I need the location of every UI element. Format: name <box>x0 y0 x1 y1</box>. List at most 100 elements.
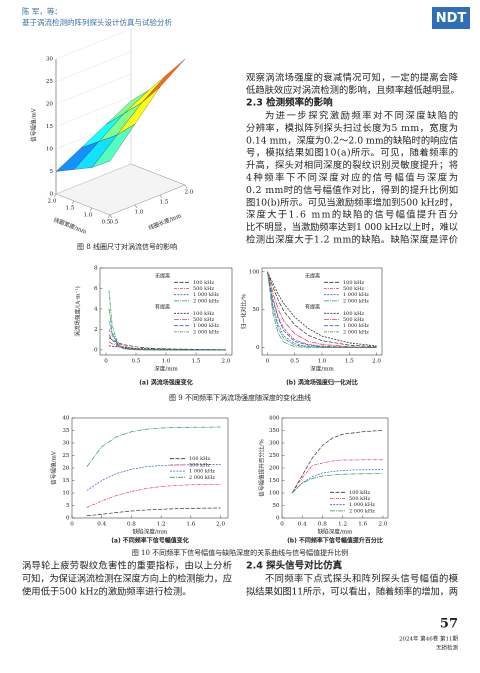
y-tick-label: 0.5 <box>110 220 119 226</box>
y-tick-label: 1.0 <box>135 210 144 216</box>
z-tick-label: 5 <box>49 169 53 175</box>
legend-label: 2 000 kHz <box>343 298 369 304</box>
legend-label: 2 000 kHz <box>349 508 375 514</box>
y-tick-label: 0 <box>66 516 70 522</box>
y-tick-label: 20 <box>62 466 70 472</box>
section-heading: 2.4 探头信号对比仿真 <box>246 560 343 572</box>
z-tick-label: 20 <box>46 102 54 108</box>
legend-label: 500 kHz <box>193 317 215 323</box>
text-line: 低趋肤效应对涡流检测的影响，且频率越低越明显。 <box>246 84 460 96</box>
y-tick-label: 350 <box>269 428 280 434</box>
x-tick-label: 0 <box>70 522 74 528</box>
tick-mark <box>71 200 75 205</box>
chart-subtitle: (b) 不同频率下信号幅值提升百分比 <box>287 537 383 545</box>
y-axis-label: 信号幅值提升百分比/% <box>258 439 266 497</box>
series-line <box>108 290 226 351</box>
x-tick-label: 1.0 <box>84 213 93 219</box>
y-tick-label: 2.0 <box>185 190 194 196</box>
series-line <box>267 271 377 348</box>
x-tick-label: 0 <box>280 522 284 528</box>
page-number: 57 <box>440 617 458 632</box>
x-tick-label: 0.8 <box>127 522 136 528</box>
y-tick-label: 250 <box>269 453 280 459</box>
grid-line <box>55 28 132 60</box>
section-heading: 2.3 检测频率的影响 <box>246 97 333 109</box>
chart-subtitle: (b) 涡流场强度归一化对比 <box>286 379 358 387</box>
y-tick-label: 25 <box>62 453 70 459</box>
legend-label: 100 kHz <box>343 280 365 286</box>
text-line: 号，模拟结果如图10(a)所示。可见，随着频率的 <box>246 147 458 159</box>
legend-label: 2 000 kHz <box>189 475 215 481</box>
y-tick-label: 1.5 <box>160 200 169 206</box>
x-tick-label: 0.5 <box>290 359 299 365</box>
tick-mark <box>53 193 57 198</box>
y-tick-label: 10 <box>62 491 70 497</box>
x-tick-label: 1.0 <box>318 359 327 365</box>
x-axis-label: 深度/mm <box>310 365 334 373</box>
x-tick-label: 0.5 <box>132 359 141 365</box>
y-tick-label: 400 <box>269 416 280 422</box>
text-line: 0.14 mm，深度为0.2～2.0 mm的缺陷时的响应信 <box>246 134 458 146</box>
x-axis-label: 缺陷深度/mm <box>133 528 169 536</box>
series-line <box>267 271 377 348</box>
y-tick-label: 35 <box>62 428 70 434</box>
text-line: 不同频率下点式探头和阵列探头信号幅值的模 <box>265 573 458 585</box>
y-axis-label: 涡流场强度/(A·m⁻¹) <box>74 286 82 337</box>
x-tick-label: 1.2 <box>157 522 166 528</box>
series-line <box>291 469 383 494</box>
legend-label: 100 kHz <box>193 280 215 286</box>
z-tick-label: 25 <box>46 79 54 85</box>
x-tick-label: 0.4 <box>97 522 106 528</box>
text-line: 升高，探头对相同深度的裂纹识别灵敏度提升；将 <box>246 159 458 171</box>
tick-mark <box>134 204 138 209</box>
x-tick-label: 1.6 <box>358 522 367 528</box>
chart-subtitle: (a) 涡流场强度变化 <box>139 379 193 387</box>
legend-group-title: 有提离 <box>305 304 320 311</box>
z-tick-label: 15 <box>46 124 54 130</box>
y-tick-label: 15 <box>62 478 70 484</box>
grid-line <box>55 51 132 82</box>
x-tick-label: 2.0 <box>222 359 231 365</box>
text-line: 为进一步探究激励频率对不同深度缺陷的 <box>265 110 458 122</box>
series-line <box>86 426 221 467</box>
y-tick-label: 30 <box>62 441 70 447</box>
legend-group-title: 无提离 <box>155 273 170 280</box>
x-tick-label: 0.8 <box>318 522 327 528</box>
tick-mark <box>107 214 111 219</box>
legend-label: 100 kHz <box>343 311 365 317</box>
series-line <box>267 271 377 348</box>
y-tick-label: 0 <box>94 347 98 353</box>
surface-patch <box>91 123 136 168</box>
text-line: 可知，为保证涡流检测在深度方向上的检测能力，应 <box>22 573 232 585</box>
y-tick-label: 100 <box>269 491 280 497</box>
legend-group-title: 有提离 <box>155 304 170 311</box>
x-tick-label: 0.4 <box>298 522 307 528</box>
y-axis-label: 归一化对比/% <box>240 294 248 329</box>
y-tick-label: 50 <box>252 307 260 313</box>
series-line <box>291 459 383 494</box>
grid-line <box>55 96 132 127</box>
header-authors: 陈 军，等： <box>22 6 62 16</box>
legend-label: 2 000 kHz <box>343 329 369 335</box>
series-line <box>86 483 221 508</box>
legend-label: 2 000 kHz <box>193 298 219 304</box>
tick-mark <box>159 194 163 199</box>
x-tick-label: 1.5 <box>66 206 75 212</box>
legend-group-title: 无提离 <box>305 273 320 280</box>
legend-label: 500 kHz <box>189 462 211 468</box>
legend-label: 1 000 kHz <box>343 292 369 298</box>
series-line <box>267 271 377 348</box>
text-line: 分辨率，模拟阵列探头扫过长度为5 mm，宽度为 <box>246 122 458 134</box>
series-line <box>291 473 383 494</box>
text-line: 图10(b)所示。可见当激励频率增加到500 kHz时， <box>246 196 458 208</box>
text-line: 0.2 mm时的信号幅值作对比，得到的提升比例如 <box>246 184 458 196</box>
legend-label: 1 000 kHz <box>189 469 215 475</box>
grid-line <box>55 163 132 195</box>
tick-mark <box>89 207 93 212</box>
y-axis-label: 信号幅值/mV <box>50 450 58 485</box>
series-line <box>86 464 221 491</box>
logo-text: NDT <box>436 11 467 26</box>
z-axis-label: 信号幅值/mV <box>30 107 38 142</box>
y-tick-label: 50 <box>272 503 280 509</box>
